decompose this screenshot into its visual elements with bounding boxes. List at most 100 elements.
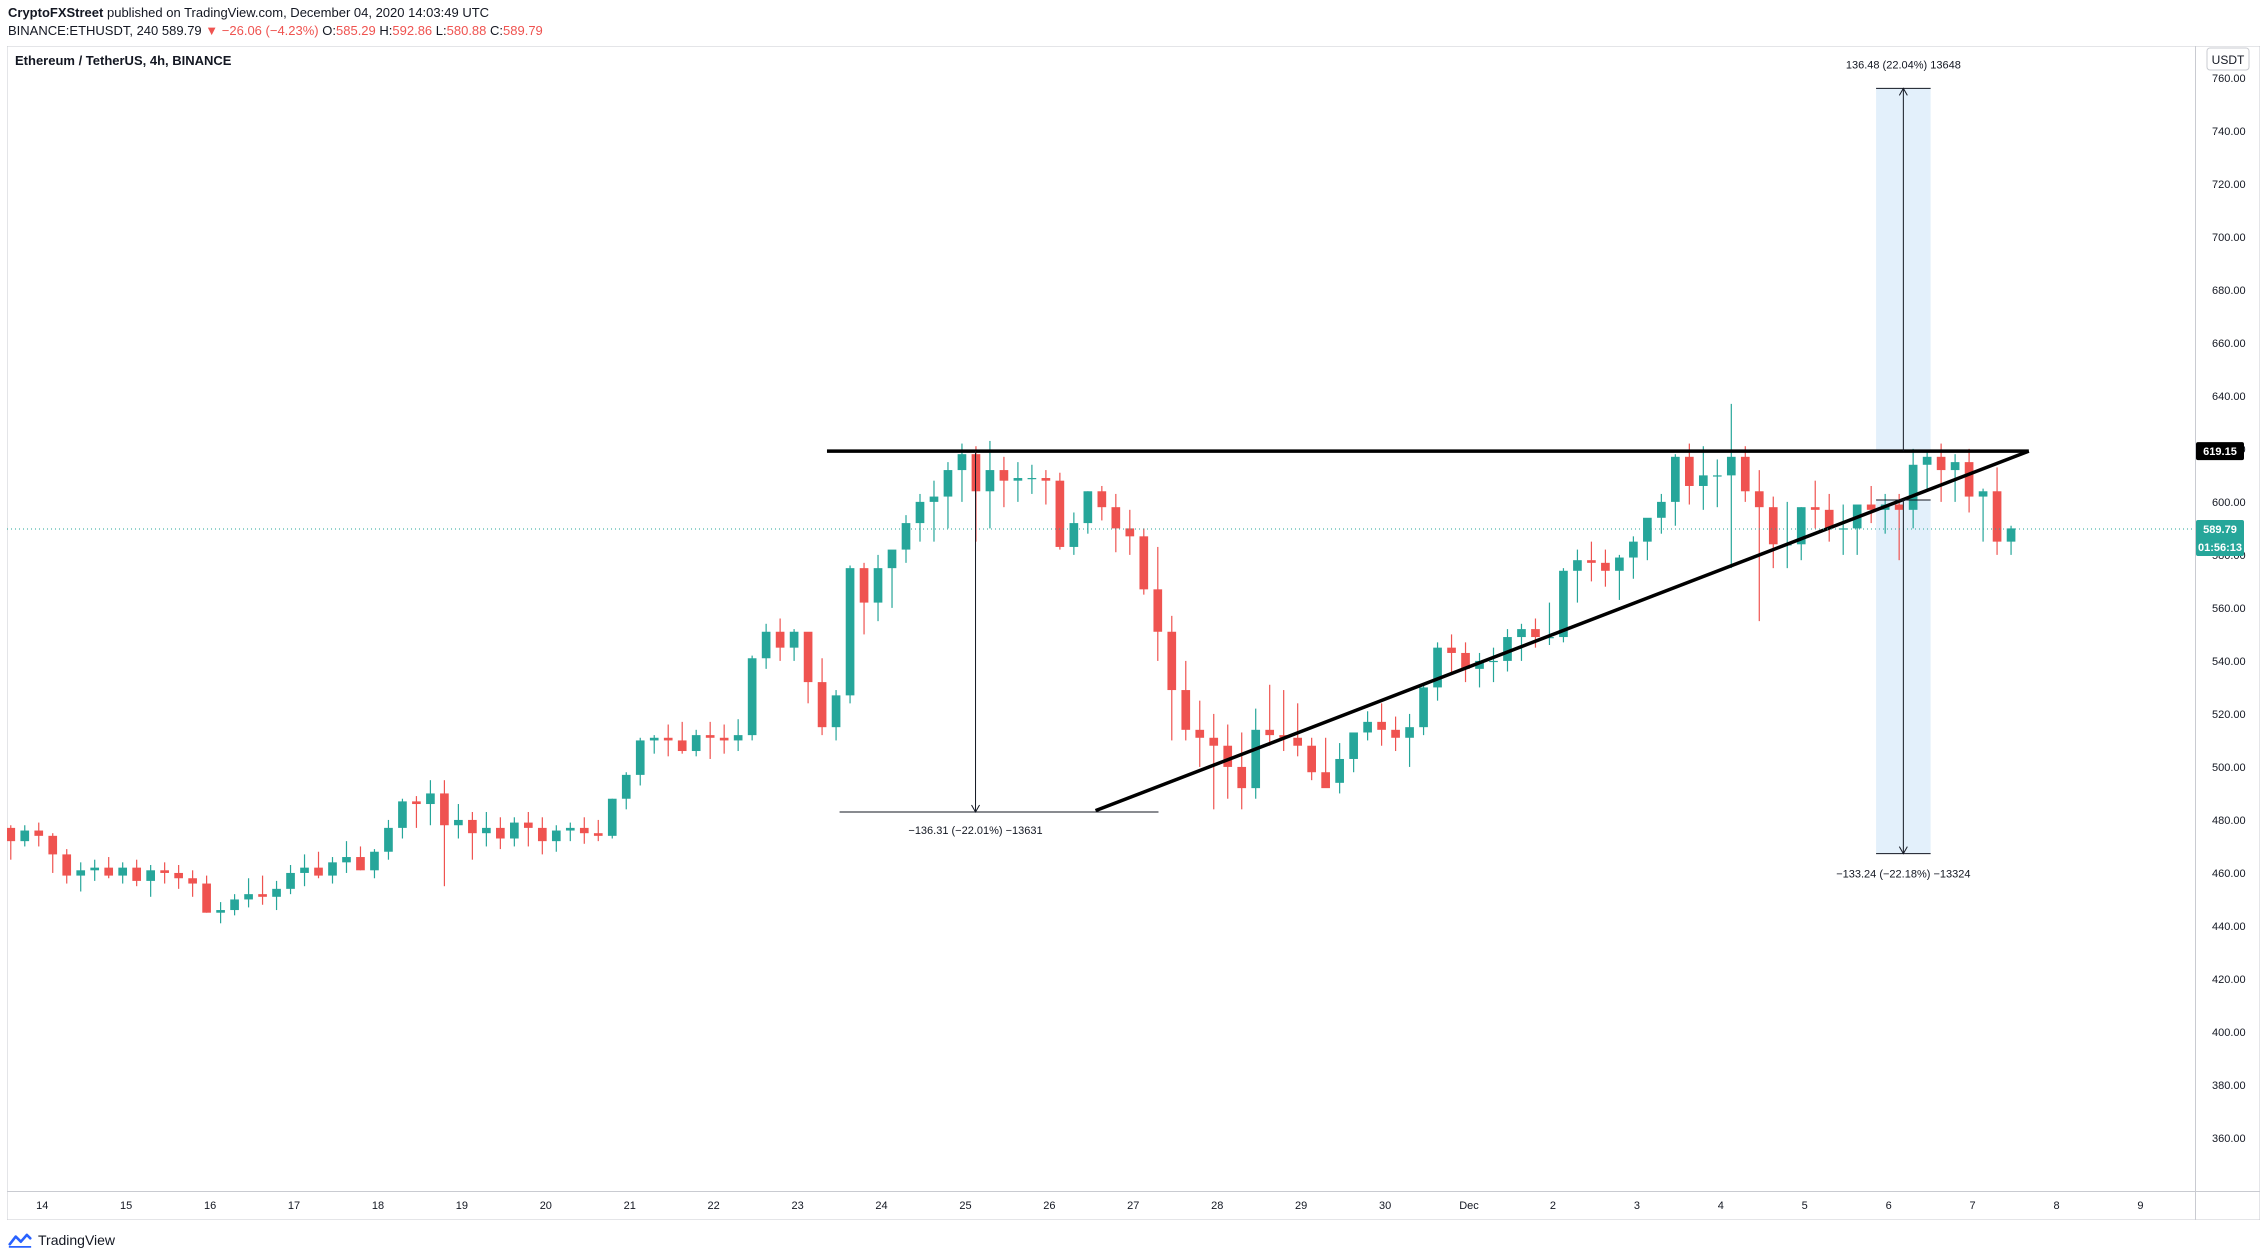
candle <box>1908 448 1918 529</box>
candle <box>845 565 855 704</box>
x-tick-label: 20 <box>540 1200 552 1212</box>
price-axis[interactable]: 760.00 740.00 720.00 700.00 680.00 660.00 640.… <box>2212 73 2246 1145</box>
candle-body <box>1181 690 1191 730</box>
candle-body <box>1111 507 1121 529</box>
x-tick-label: 8 <box>2053 1200 2059 1212</box>
time-axis[interactable]: 14 15 16 17 18 19 20 21 22 23 24 25 26 27 28 29 30 Dec 2 3 4… <box>36 1200 2143 1212</box>
candle <box>412 796 421 828</box>
candle-body <box>1643 517 1652 542</box>
candle <box>2006 525 2016 555</box>
y-tick-label: 600.00 <box>2212 497 2246 509</box>
chart-container[interactable]: −136.31 (−22.01%) −13631 136.48 (22.04%) … <box>7 46 2260 1220</box>
candle-body <box>775 631 785 648</box>
chart-title: Ethereum / TetherUS, 4h, BINANCE <box>15 53 232 68</box>
y-tick-label: 740.00 <box>2212 126 2246 138</box>
y-tick-label: 700.00 <box>2212 232 2246 244</box>
candle <box>803 631 813 704</box>
candle <box>328 857 337 884</box>
candle-body <box>132 867 142 881</box>
candle-body <box>943 470 953 497</box>
publication-header: CryptoFXStreet published on TradingView.… <box>0 0 2267 44</box>
candle <box>1013 462 1023 502</box>
candle-body <box>160 870 169 873</box>
candle <box>202 875 211 913</box>
candle-body <box>510 822 519 839</box>
candlestick-series <box>7 403 2016 924</box>
candle-body <box>1405 727 1414 738</box>
candle <box>1615 554 1624 600</box>
candle-body <box>1503 637 1512 661</box>
y-tick-label: 760.00 <box>2212 73 2246 85</box>
candle-body <box>621 774 631 799</box>
candle <box>1587 541 1596 582</box>
currency-badge-box[interactable] <box>2206 47 2250 71</box>
candle-body <box>733 735 743 741</box>
candle <box>985 440 995 529</box>
candle <box>230 894 239 916</box>
candle <box>1209 713 1219 810</box>
candle <box>1055 472 1065 550</box>
candle <box>356 846 365 871</box>
candle <box>1936 443 1946 502</box>
candle <box>733 719 743 752</box>
candle-body <box>1615 557 1624 571</box>
resistance-price-badge <box>2196 442 2244 461</box>
candle-body <box>537 827 547 842</box>
candle <box>20 825 30 847</box>
candle-body <box>1433 647 1442 688</box>
candle <box>817 658 827 736</box>
candle-body <box>1167 631 1177 691</box>
candle-body <box>1657 501 1666 518</box>
candle-body <box>1461 652 1470 669</box>
candle-body <box>286 872 295 889</box>
x-tick-label: 19 <box>456 1200 468 1212</box>
candle <box>915 493 925 542</box>
close-value: 589.79 <box>503 23 543 38</box>
candle-body <box>1209 737 1219 746</box>
candle <box>1671 454 1680 526</box>
x-tick-label: 9 <box>2137 1200 2143 1212</box>
candle <box>705 721 715 759</box>
candle <box>677 721 687 754</box>
projection-up-arrowhead-icon <box>1898 87 1908 96</box>
candle-body <box>705 735 715 738</box>
currency-badge[interactable]: USDT <box>2212 53 2245 67</box>
candle <box>1517 623 1526 661</box>
candle <box>1657 493 1666 534</box>
candle <box>1027 464 1037 494</box>
candle-body <box>1698 475 1708 486</box>
candle-body <box>1195 729 1205 738</box>
publisher-name[interactable]: CryptoFXStreet <box>8 5 104 20</box>
candle <box>104 857 114 879</box>
tradingview-footer[interactable]: TradingView <box>8 1229 115 1251</box>
candle-body <box>258 894 267 897</box>
candle-body <box>1097 491 1107 508</box>
candle-body <box>1754 491 1764 508</box>
candle <box>1097 485 1107 521</box>
candle <box>1810 480 1820 529</box>
candle <box>691 729 701 757</box>
x-tick-label: 18 <box>372 1200 384 1212</box>
candle <box>258 875 267 905</box>
candle <box>1167 615 1177 741</box>
candle-body <box>426 793 435 805</box>
candle-body <box>440 793 449 826</box>
candle <box>90 859 100 881</box>
candle-body <box>412 801 421 805</box>
candle <box>1629 536 1638 579</box>
candle-body <box>607 798 617 836</box>
candle-body <box>1447 647 1456 653</box>
x-tick-label: 29 <box>1295 1200 1307 1212</box>
candle-body <box>1517 629 1526 638</box>
close-label: C: <box>490 23 504 38</box>
y-tick-label: 660.00 <box>2212 338 2246 350</box>
candle <box>1796 507 1806 561</box>
price-chart[interactable]: −136.31 (−22.01%) −13631 136.48 (22.04%) … <box>7 46 2260 1220</box>
candle-body <box>1349 732 1358 759</box>
candle <box>132 859 142 887</box>
x-tick-label: 30 <box>1379 1200 1391 1212</box>
candle <box>719 724 729 754</box>
candle <box>1307 737 1316 781</box>
candle-body <box>1335 758 1344 783</box>
candle-body <box>1894 504 1904 510</box>
